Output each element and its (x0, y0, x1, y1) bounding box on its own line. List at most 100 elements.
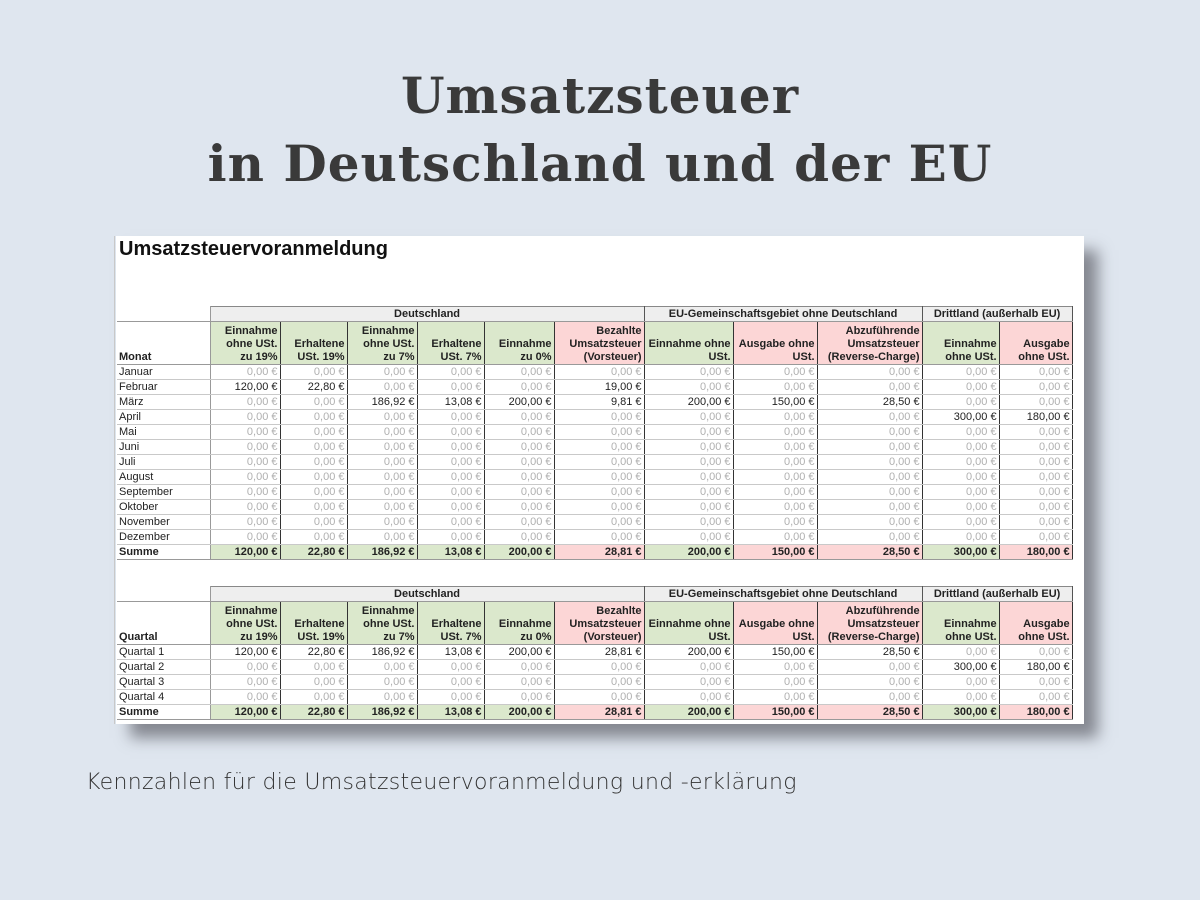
value-cell[interactable]: 0,00 € (347, 659, 418, 675)
value-cell[interactable]: 0,00 € (733, 424, 818, 440)
value-cell[interactable]: 0,00 € (417, 439, 485, 455)
value-cell[interactable]: 0,00 € (999, 484, 1073, 500)
sum-cell[interactable]: 200,00 € (484, 704, 555, 720)
value-cell[interactable]: 0,00 € (922, 689, 1000, 705)
value-cell[interactable]: 0,00 € (554, 469, 645, 485)
value-cell[interactable]: 0,00 € (210, 439, 281, 455)
sum-cell[interactable]: 300,00 € (922, 704, 1000, 720)
value-cell[interactable]: 0,00 € (733, 499, 818, 515)
value-cell[interactable]: 0,00 € (347, 484, 418, 500)
row-label[interactable]: Januar (117, 364, 211, 380)
sum-cell[interactable]: 22,80 € (280, 704, 348, 720)
value-cell[interactable]: 0,00 € (999, 379, 1073, 395)
value-cell[interactable]: 0,00 € (210, 424, 281, 440)
value-cell[interactable]: 186,92 € (347, 644, 418, 660)
value-cell[interactable]: 0,00 € (210, 364, 281, 380)
value-cell[interactable]: 0,00 € (644, 529, 734, 545)
value-cell[interactable]: 0,00 € (347, 439, 418, 455)
value-cell[interactable]: 0,00 € (210, 514, 281, 530)
row-label[interactable]: Dezember (117, 529, 211, 545)
value-cell[interactable]: 0,00 € (922, 439, 1000, 455)
value-cell[interactable]: 28,50 € (817, 644, 923, 660)
value-cell[interactable]: 19,00 € (554, 379, 645, 395)
value-cell[interactable]: 0,00 € (922, 499, 1000, 515)
value-cell[interactable]: 0,00 € (733, 454, 818, 470)
row-label[interactable]: August (117, 469, 211, 485)
value-cell[interactable]: 0,00 € (554, 484, 645, 500)
sum-cell[interactable]: 28,50 € (817, 704, 923, 720)
value-cell[interactable]: 0,00 € (733, 364, 818, 380)
value-cell[interactable]: 0,00 € (644, 439, 734, 455)
value-cell[interactable]: 0,00 € (644, 454, 734, 470)
value-cell[interactable]: 0,00 € (484, 484, 555, 500)
value-cell[interactable]: 0,00 € (999, 689, 1073, 705)
value-cell[interactable]: 0,00 € (733, 484, 818, 500)
sum-cell[interactable]: 200,00 € (644, 544, 734, 560)
value-cell[interactable]: 0,00 € (733, 674, 818, 690)
value-cell[interactable]: 0,00 € (347, 674, 418, 690)
value-cell[interactable]: 0,00 € (280, 394, 348, 410)
sum-cell[interactable]: 300,00 € (922, 544, 1000, 560)
value-cell[interactable]: 0,00 € (922, 394, 1000, 410)
value-cell[interactable]: 0,00 € (484, 379, 555, 395)
row-label[interactable]: Quartal 2 (117, 659, 211, 675)
sum-cell[interactable]: 22,80 € (280, 544, 348, 560)
value-cell[interactable]: 120,00 € (210, 644, 281, 660)
value-cell[interactable]: 0,00 € (999, 644, 1073, 660)
value-cell[interactable]: 0,00 € (347, 379, 418, 395)
value-cell[interactable]: 0,00 € (922, 514, 1000, 530)
sum-cell[interactable]: 120,00 € (210, 544, 281, 560)
value-cell[interactable]: 0,00 € (644, 409, 734, 425)
value-cell[interactable]: 0,00 € (922, 674, 1000, 690)
value-cell[interactable]: 0,00 € (922, 644, 1000, 660)
value-cell[interactable]: 120,00 € (210, 379, 281, 395)
value-cell[interactable]: 0,00 € (554, 454, 645, 470)
value-cell[interactable]: 0,00 € (817, 454, 923, 470)
value-cell[interactable]: 0,00 € (280, 689, 348, 705)
value-cell[interactable]: 0,00 € (484, 514, 555, 530)
value-cell[interactable]: 0,00 € (484, 689, 555, 705)
value-cell[interactable]: 0,00 € (210, 689, 281, 705)
row-label[interactable]: Quartal 1 (117, 644, 211, 660)
value-cell[interactable]: 13,08 € (417, 644, 485, 660)
value-cell[interactable]: 0,00 € (999, 469, 1073, 485)
row-label[interactable]: Februar (117, 379, 211, 395)
sum-cell[interactable]: 28,81 € (554, 704, 645, 720)
row-label[interactable]: Quartal 4 (117, 689, 211, 705)
value-cell[interactable]: 0,00 € (922, 454, 1000, 470)
value-cell[interactable]: 0,00 € (733, 659, 818, 675)
value-cell[interactable]: 0,00 € (417, 364, 485, 380)
value-cell[interactable]: 0,00 € (817, 484, 923, 500)
value-cell[interactable]: 0,00 € (210, 394, 281, 410)
value-cell[interactable]: 0,00 € (417, 674, 485, 690)
value-cell[interactable]: 0,00 € (210, 674, 281, 690)
value-cell[interactable]: 0,00 € (347, 454, 418, 470)
value-cell[interactable]: 0,00 € (484, 424, 555, 440)
value-cell[interactable]: 9,81 € (554, 394, 645, 410)
value-cell[interactable]: 0,00 € (817, 514, 923, 530)
sum-cell[interactable]: 120,00 € (210, 704, 281, 720)
value-cell[interactable]: 0,00 € (347, 409, 418, 425)
value-cell[interactable]: 0,00 € (417, 379, 485, 395)
value-cell[interactable]: 0,00 € (554, 689, 645, 705)
value-cell[interactable]: 0,00 € (644, 674, 734, 690)
sum-cell[interactable]: 13,08 € (417, 704, 485, 720)
sum-cell[interactable]: 13,08 € (417, 544, 485, 560)
sum-cell[interactable]: 28,50 € (817, 544, 923, 560)
row-label[interactable]: Oktober (117, 499, 211, 515)
value-cell[interactable]: 0,00 € (484, 409, 555, 425)
value-cell[interactable]: 0,00 € (484, 454, 555, 470)
value-cell[interactable]: 0,00 € (999, 674, 1073, 690)
sum-cell[interactable]: 180,00 € (999, 544, 1073, 560)
row-label[interactable]: November (117, 514, 211, 530)
value-cell[interactable]: 0,00 € (817, 409, 923, 425)
value-cell[interactable]: 0,00 € (417, 689, 485, 705)
row-label[interactable]: Mai (117, 424, 211, 440)
value-cell[interactable]: 0,00 € (210, 454, 281, 470)
value-cell[interactable]: 186,92 € (347, 394, 418, 410)
value-cell[interactable]: 0,00 € (417, 659, 485, 675)
value-cell[interactable]: 0,00 € (280, 469, 348, 485)
value-cell[interactable]: 0,00 € (554, 514, 645, 530)
sum-cell[interactable]: 150,00 € (733, 544, 818, 560)
value-cell[interactable]: 0,00 € (347, 364, 418, 380)
